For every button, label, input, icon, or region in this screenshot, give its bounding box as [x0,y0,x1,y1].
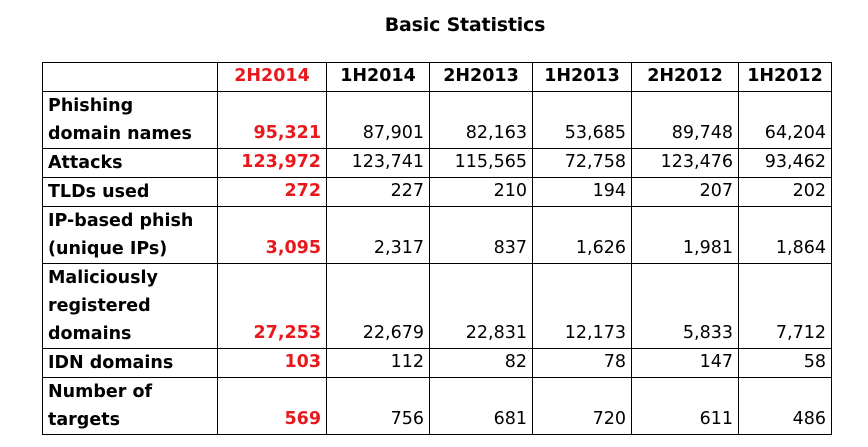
table-cell: 2,317 [326,205,430,264]
table-cell: 72,758 [532,147,632,178]
header-empty [42,62,218,92]
row-label: IDN domains [42,347,218,378]
table-row: Number of targets 569 756 681 720 611 48… [42,376,832,435]
table-title: Basic Statistics [384,14,546,36]
table-cell: 7,712 [738,262,832,349]
table-cell: 123,972 [217,147,327,178]
basic-statistics-table: 2H2014 1H2014 2H2013 1H2013 2H2012 1H201… [42,62,832,435]
table-cell: 87,901 [326,90,430,149]
row-label: Maliciously registered domains [42,262,218,349]
table-cell: 837 [429,205,533,264]
table-cell: 3,095 [217,205,327,264]
table-cell: 569 [217,376,327,435]
row-label: Phishing domain names [42,90,218,149]
table-cell: 210 [429,176,533,207]
table-row: Phishing domain names 95,321 87,901 82,1… [42,90,832,149]
table-cell: 123,741 [326,147,430,178]
table-row: IDN domains 103 112 82 78 147 58 [42,347,832,378]
table-cell: 1,626 [532,205,632,264]
table-cell: 27,253 [217,262,327,349]
table-cell: 82,163 [429,90,533,149]
header-1h2014: 1H2014 [326,62,430,92]
table-cell: 486 [738,376,832,435]
table-cell: 123,476 [631,147,739,178]
header-2h2012: 2H2012 [631,62,739,92]
table-cell: 1,981 [631,205,739,264]
table-cell: 103 [217,347,327,378]
table-cell: 756 [326,376,430,435]
table-cell: 112 [326,347,430,378]
table-cell: 272 [217,176,327,207]
row-label: IP-based phish (unique IPs) [42,205,218,264]
table-row: IP-based phish (unique IPs) 3,095 2,317 … [42,205,832,264]
table-cell: 202 [738,176,832,207]
table-cell: 12,173 [532,262,632,349]
header-1h2013: 1H2013 [532,62,632,92]
table-cell: 611 [631,376,739,435]
table-row: Maliciously registered domains 27,253 22… [42,262,832,349]
row-label: Number of targets [42,376,218,435]
table-cell: 194 [532,176,632,207]
header-2h2013: 2H2013 [429,62,533,92]
table-cell: 207 [631,176,739,207]
table-cell: 720 [532,376,632,435]
table-cell: 115,565 [429,147,533,178]
table-cell: 95,321 [217,90,327,149]
table-cell: 82 [429,347,533,378]
header-row: 2H2014 1H2014 2H2013 1H2013 2H2012 1H201… [42,62,832,92]
header-1h2012: 1H2012 [738,62,832,92]
table-cell: 22,679 [326,262,430,349]
table-cell: 147 [631,347,739,378]
table-cell: 681 [429,376,533,435]
table-row: Attacks 123,972 123,741 115,565 72,758 1… [42,147,832,178]
table-cell: 1,864 [738,205,832,264]
table-cell: 22,831 [429,262,533,349]
row-label: TLDs used [42,176,218,207]
header-2h2014: 2H2014 [217,62,327,92]
table-cell: 78 [532,347,632,378]
table-row: TLDs used 272 227 210 194 207 202 [42,176,832,207]
table-cell: 58 [738,347,832,378]
table-cell: 5,833 [631,262,739,349]
table-cell: 64,204 [738,90,832,149]
table-cell: 89,748 [631,90,739,149]
row-label: Attacks [42,147,218,178]
table-cell: 93,462 [738,147,832,178]
table-cell: 53,685 [532,90,632,149]
table-cell: 227 [326,176,430,207]
